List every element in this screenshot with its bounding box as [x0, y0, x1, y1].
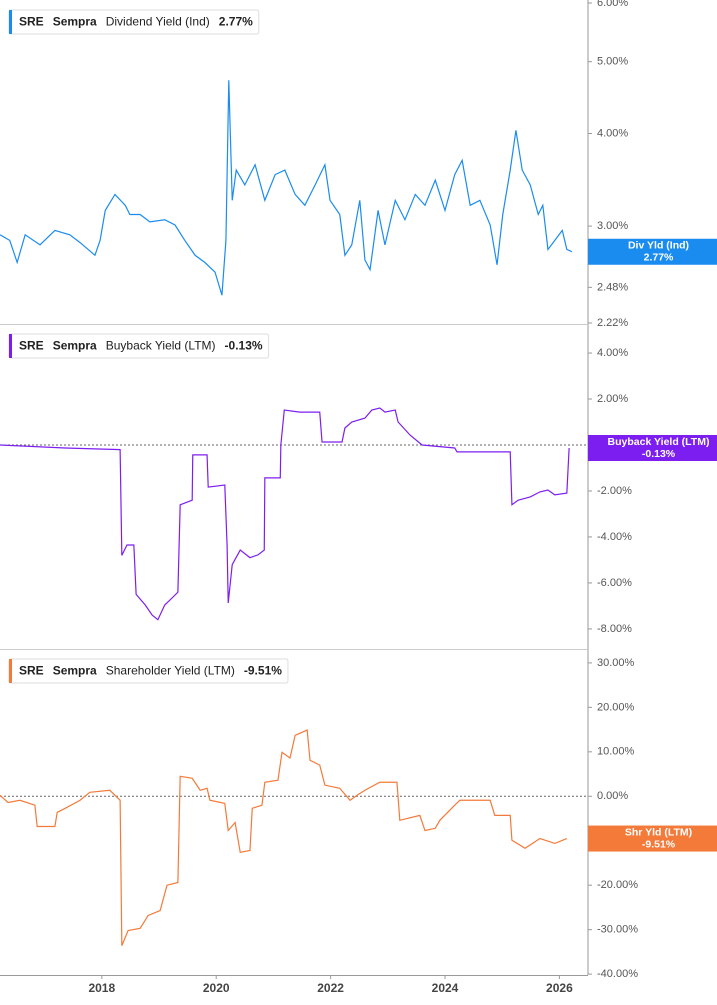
legend: SRE Sempra Dividend Yield (Ind) 2.77% — [8, 9, 260, 35]
y-tick-label: -6.00% — [597, 577, 632, 589]
legend-company: Sempra — [53, 15, 97, 29]
y-tick-label: -20.00% — [597, 879, 638, 891]
series-line — [0, 407, 570, 621]
x-tick-label: 2020 — [203, 981, 230, 995]
value-tag — [588, 825, 717, 852]
legend-company: Sempra — [53, 339, 97, 353]
y-tick-label: 0.00% — [597, 790, 628, 802]
legend-series-name: Dividend Yield (Ind) — [106, 15, 210, 29]
value-tag-name: Shr Yld (LTM) — [625, 826, 692, 838]
value-tag-name: Div Yld (Ind) — [628, 240, 689, 252]
x-tick-label: 2024 — [432, 981, 459, 995]
value-tag-name: Buyback Yield (LTM) — [608, 436, 710, 448]
legend-value: 2.77% — [219, 15, 253, 29]
value-tag-value: 2.77% — [644, 252, 674, 264]
legend-swatch — [9, 334, 12, 358]
y-tick-label: 6.00% — [597, 0, 628, 9]
legend-swatch — [9, 10, 12, 34]
x-tick-label: 2022 — [317, 981, 344, 995]
y-tick-label: -40.00% — [597, 968, 638, 980]
legend: SRE Sempra Buyback Yield (LTM) -0.13% — [8, 333, 270, 359]
series-line — [0, 729, 568, 946]
legend-company: Sempra — [53, 664, 97, 678]
y-tick-label: 5.00% — [597, 56, 628, 68]
series-line — [0, 80, 573, 296]
y-tick-label: 2.00% — [597, 393, 628, 405]
value-tag — [588, 238, 717, 265]
y-tick-label: -4.00% — [597, 531, 632, 543]
value-tag-value: -0.13% — [642, 448, 676, 460]
y-tick-label: -2.00% — [597, 485, 632, 497]
legend-value: -0.13% — [225, 339, 263, 353]
value-tag-value: -9.51% — [642, 838, 676, 850]
y-tick-label: 30.00% — [597, 657, 635, 669]
x-tick-label: 2018 — [88, 981, 115, 995]
legend-value: -9.51% — [244, 664, 282, 678]
plot-area — [0, 407, 570, 621]
value-tag — [588, 434, 717, 461]
y-tick-label: 4.00% — [597, 127, 628, 139]
y-tick-label: 4.00% — [597, 347, 628, 359]
legend-series-name: Buyback Yield (LTM) — [106, 339, 216, 353]
plot-area — [0, 80, 573, 296]
y-tick-label: -8.00% — [597, 623, 632, 635]
y-tick-label: 20.00% — [597, 701, 635, 713]
legend-ticker: SRE — [19, 664, 44, 678]
legend-ticker: SRE — [19, 15, 44, 29]
y-tick-label: 3.00% — [597, 220, 628, 232]
y-tick-label: 2.48% — [597, 281, 628, 293]
x-tick-label: 2026 — [546, 981, 573, 995]
legend-series-name: Shareholder Yield (LTM) — [106, 664, 235, 678]
y-tick-label: 2.22% — [597, 317, 628, 329]
y-tick-label: 10.00% — [597, 746, 635, 758]
legend: SRE Sempra Shareholder Yield (LTM) -9.51% — [8, 658, 289, 684]
plot-area — [0, 729, 568, 946]
legend-swatch — [9, 659, 12, 683]
legend-ticker: SRE — [19, 339, 44, 353]
y-tick-label: -30.00% — [597, 924, 638, 936]
